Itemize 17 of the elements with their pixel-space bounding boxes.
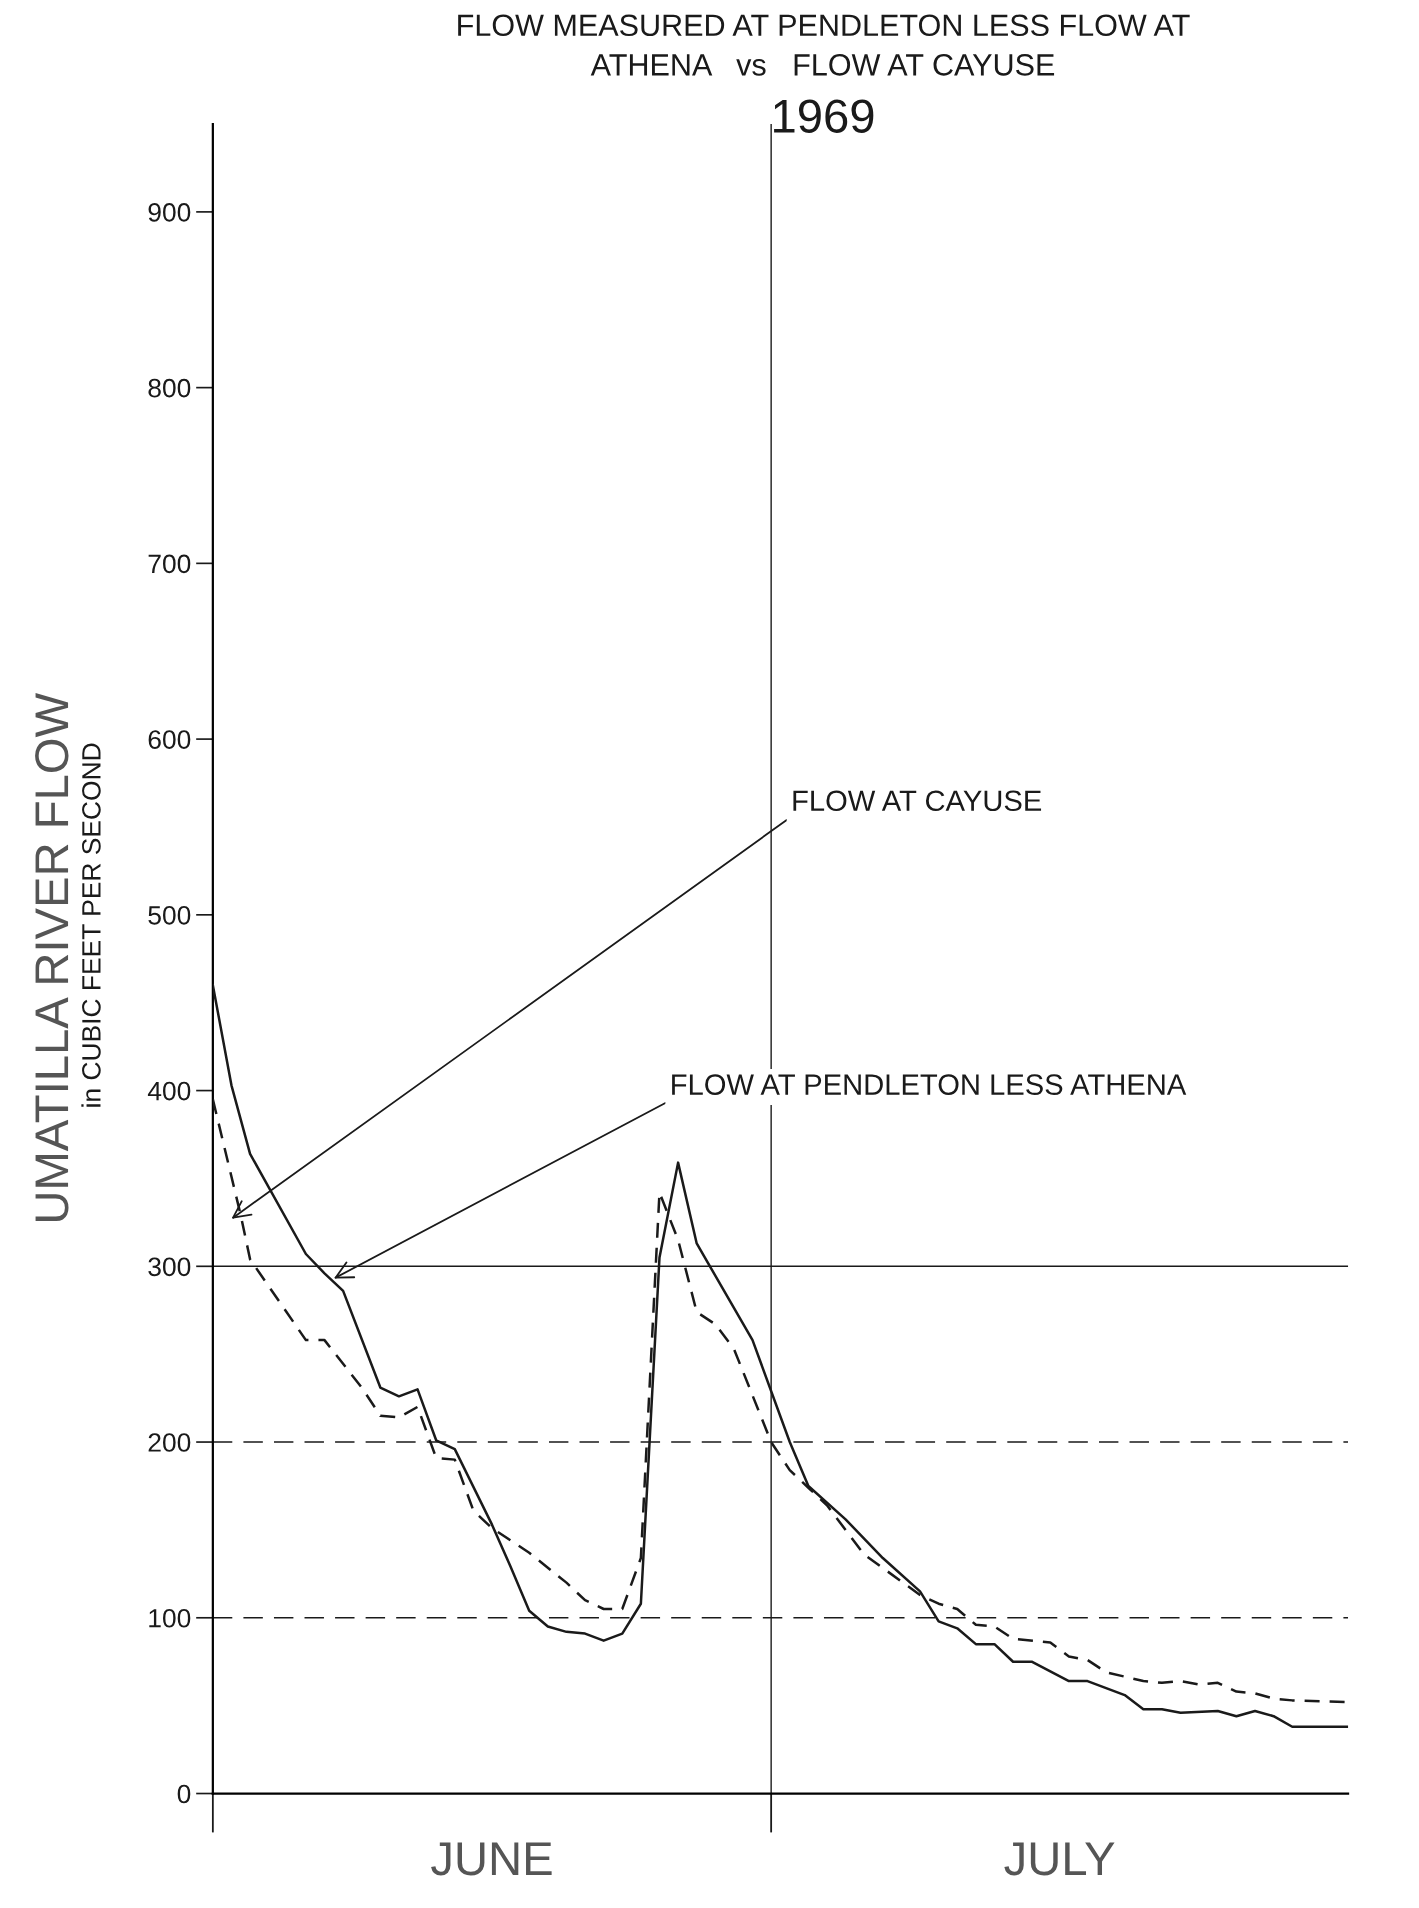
- y-tick-label: 800: [148, 378, 191, 398]
- x-tick-label: JUNE: [431, 1842, 552, 1876]
- x-tick-label: JULY: [1004, 1842, 1115, 1876]
- y-tick-label: 600: [148, 730, 191, 749]
- y-tick-label: 100: [149, 1608, 191, 1628]
- y-tick-label: 500: [148, 905, 191, 925]
- annotation: FLOW AT CAYUSE: [793, 790, 1042, 812]
- y-axis-title: UMATILLA RIVER FLOW in CUBIC FEET PER SECOND: [35, 693, 101, 1222]
- chart-title: FLOW MEASURED AT PENDLETON LESS FLOW AT ATHENA vs FLOW AT CAYUSE: [458, 14, 1190, 76]
- y-tick-label: 200: [148, 1433, 191, 1452]
- y-tick-label: 300: [148, 1257, 191, 1277]
- chart-subtitle: 1969: [774, 99, 874, 133]
- annotation: FLOW AT PENDLETON LESS ATHENA: [672, 1074, 1187, 1095]
- y-tick-label: 0: [177, 1784, 191, 1804]
- y-tick-label: 400: [147, 1081, 191, 1101]
- y-tick-label: 700: [148, 554, 191, 574]
- y-tick-label: 900: [148, 203, 191, 222]
